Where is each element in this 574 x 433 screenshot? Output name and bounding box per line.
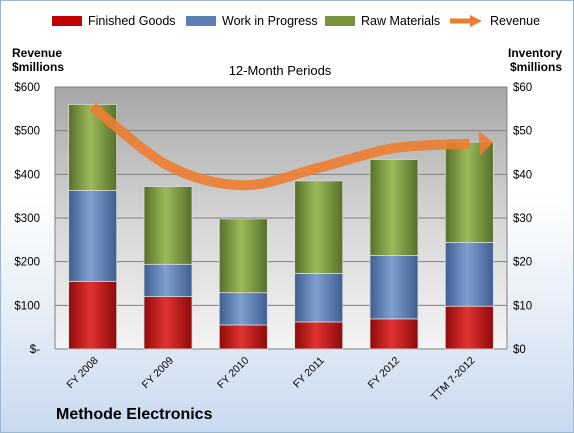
bar-finished-goods	[369, 318, 419, 350]
bar-work-in-progress	[444, 242, 494, 307]
left-tick-label: $-	[30, 344, 40, 356]
company-name: Methode Electronics	[56, 406, 213, 423]
legend-label-revenue: Revenue	[490, 14, 541, 28]
x-tick-label: FY 2010	[215, 355, 252, 392]
left-axis-title: Revenue $millions	[12, 46, 64, 74]
legend-label-raw-materials: Raw Materials	[361, 14, 441, 28]
left-tick-label: $100	[14, 300, 40, 312]
legend-work-in-progress: Work in Progress	[186, 14, 318, 28]
bar-work-in-progress	[294, 273, 344, 323]
legend-finished-goods: Finished Goods	[52, 14, 176, 28]
x-tick-label: FY 2009	[140, 355, 177, 392]
x-tick-label: FY 2012	[366, 355, 403, 392]
left-tick-label: $500	[14, 126, 40, 138]
bar-work-in-progress	[143, 263, 193, 297]
legend-label-work-in-progress: Work in Progress	[222, 14, 318, 28]
right-axis-title: Inventory $millions	[506, 46, 562, 74]
revenue-line	[89, 102, 470, 191]
x-tick-label: FY 2008	[64, 355, 101, 392]
right-axis-title-line2: $millions	[509, 60, 562, 74]
bar-raw-materials	[369, 159, 419, 256]
legend-arrow-icon	[450, 15, 482, 27]
legend: Finished Goods Work in Progress Raw Mate…	[0, 14, 574, 34]
right-tick-label: $0	[513, 344, 526, 356]
revenue-arrowhead	[478, 131, 494, 156]
bar-work-in-progress	[218, 292, 268, 326]
bar-finished-goods	[294, 321, 344, 350]
left-tick-label: $400	[14, 169, 40, 181]
bar-raw-materials	[218, 218, 268, 294]
bar-raw-materials	[143, 186, 193, 265]
bar-finished-goods	[218, 324, 268, 350]
left-axis-title-line2: $millions	[12, 60, 65, 74]
bar-work-in-progress	[68, 190, 118, 282]
legend-swatch-raw-materials	[325, 16, 355, 26]
bar-raw-materials	[444, 141, 494, 243]
legend-revenue: Revenue	[448, 14, 540, 28]
left-tick-label: $300	[14, 213, 40, 225]
legend-swatch-finished-goods	[52, 16, 82, 26]
legend-swatch-work-in-progress	[186, 16, 216, 26]
right-tick-label: $40	[513, 169, 532, 181]
bar-finished-goods	[444, 305, 494, 350]
right-tick-label: $30	[513, 213, 532, 225]
chart-subtitle: 12-Month Periods	[229, 63, 332, 78]
x-tick-label: TTM 7-2012	[429, 355, 478, 404]
left-tick-label: $600	[14, 82, 40, 94]
right-tick-label: $60	[513, 82, 532, 94]
legend-raw-materials: Raw Materials	[325, 14, 440, 28]
legend-label-finished-goods: Finished Goods	[88, 14, 176, 28]
x-tick-label: FY 2011	[291, 355, 327, 391]
right-tick-label: $10	[513, 300, 532, 312]
bar-finished-goods	[68, 280, 118, 350]
bar-work-in-progress	[369, 255, 419, 320]
right-tick-label: $50	[513, 126, 532, 138]
left-axis-title-line1: Revenue	[12, 46, 63, 60]
right-axis-title-line1: Inventory	[507, 46, 562, 60]
left-tick-label: $200	[14, 257, 40, 269]
right-tick-label: $20	[513, 257, 532, 269]
bar-raw-materials	[294, 180, 344, 274]
bar-finished-goods	[143, 296, 193, 350]
